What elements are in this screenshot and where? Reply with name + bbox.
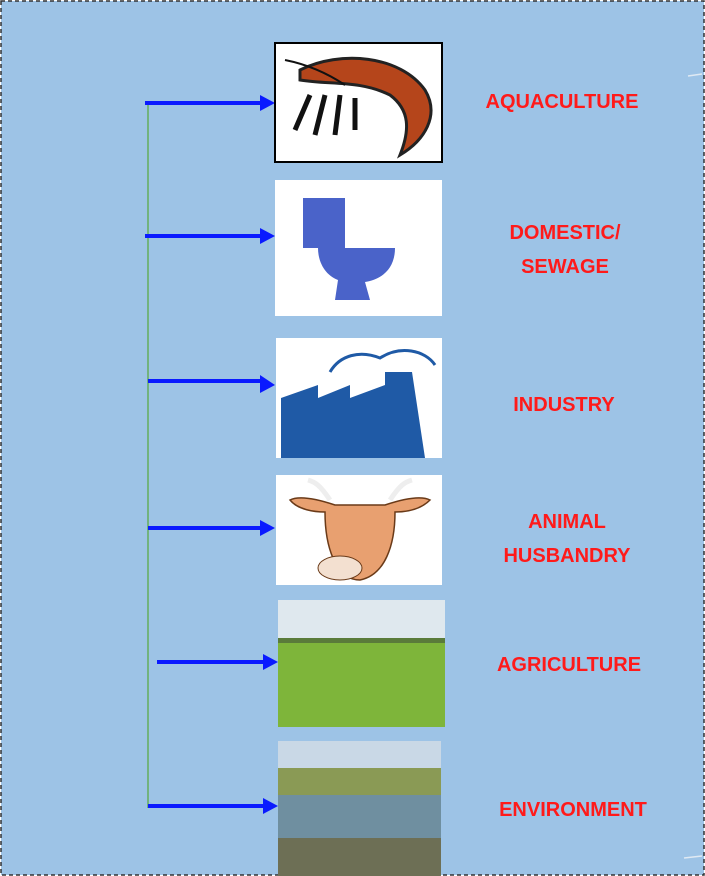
animal-husbandry-image (276, 475, 442, 585)
node-label: ANIMAL (528, 511, 606, 533)
domestic-image (275, 180, 442, 316)
page: AQUACULTURE DOMESTIC/ SEWAGE INDUSTRY AN… (0, 0, 705, 876)
diagram: AQUACULTURE DOMESTIC/ SEWAGE INDUSTRY AN… (0, 0, 705, 876)
node-label: ENVIRONMENT (499, 799, 647, 821)
node-label: SEWAGE (521, 256, 609, 278)
node-label: HUSBANDRY (503, 545, 631, 567)
agriculture-image (278, 600, 445, 727)
industry-image (276, 338, 442, 458)
node-label: INDUSTRY (513, 394, 615, 416)
aquaculture-image (275, 43, 442, 162)
node-label: AQUACULTURE (486, 91, 639, 113)
environment-image (278, 741, 441, 876)
node-label: AGRICULTURE (497, 654, 641, 676)
node-label: DOMESTIC/ (509, 222, 621, 244)
